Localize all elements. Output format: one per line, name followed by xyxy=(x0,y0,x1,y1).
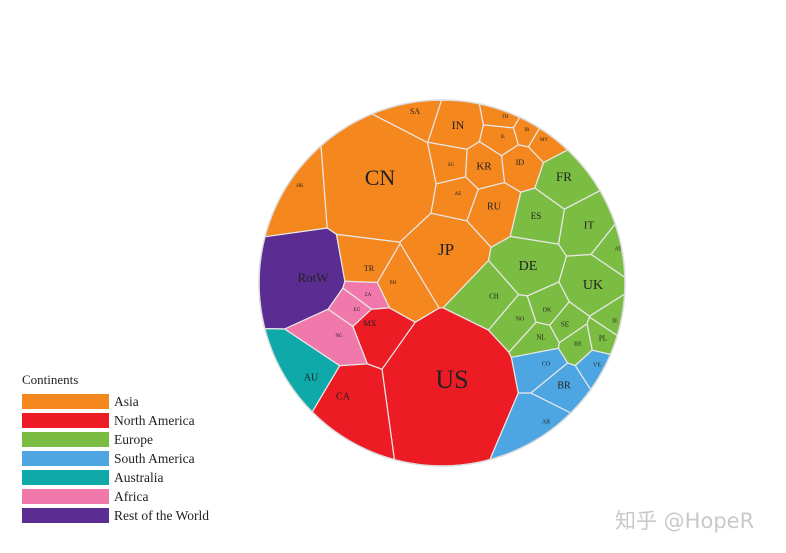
cell-label-ar: AR xyxy=(542,419,550,425)
legend-items: Asia North America Europe South America Aust… xyxy=(22,392,209,525)
legend-label: North America xyxy=(114,412,195,428)
cell-label-mx: MX xyxy=(364,319,377,328)
cell-label-il: IL xyxy=(501,135,506,140)
cell-label-sg: SG xyxy=(448,163,455,168)
cell-label-se: SE xyxy=(561,321,569,329)
legend-swatch xyxy=(22,451,109,466)
legend-swatch xyxy=(22,489,109,504)
legend-label: Africa xyxy=(114,488,149,504)
legend-title: Continents xyxy=(22,372,79,387)
cell-label-th: TH xyxy=(502,115,509,120)
cell-label-cn: CN xyxy=(365,165,396,190)
cell-label-nl: NL xyxy=(536,334,545,342)
cell-label-kr: KR xyxy=(476,161,492,173)
legend-item-asia: Asia xyxy=(22,392,209,411)
legend-item-rest-of-the-world: Rest of the World xyxy=(22,506,209,525)
legend-item-south-america: South America xyxy=(22,449,209,468)
legend-label: Australia xyxy=(114,469,164,485)
cell-label-hk: HK xyxy=(296,184,304,189)
legend-swatch xyxy=(22,394,109,409)
cell-label-id: ID xyxy=(516,158,525,167)
cell-label-ir: IR xyxy=(525,128,531,133)
cell-label-uk: UK xyxy=(583,278,603,293)
cell-ng xyxy=(283,308,369,367)
cell-no xyxy=(487,293,537,354)
legend-label: Europe xyxy=(114,431,153,447)
cell-sg xyxy=(426,141,468,185)
legend-item-africa: Africa xyxy=(22,487,209,506)
legend-label: Asia xyxy=(114,393,139,409)
cell-label-it: IT xyxy=(584,220,595,232)
chart-outline xyxy=(258,99,626,467)
cell-label-au: AU xyxy=(304,372,319,383)
cell-dk xyxy=(526,281,570,326)
cell-ae xyxy=(430,176,479,222)
cell-il xyxy=(478,124,520,157)
cell-co xyxy=(510,347,569,394)
cell-label-ve: VE xyxy=(593,362,601,368)
cell-label-es: ES xyxy=(531,211,542,221)
cell-label-dk: DK xyxy=(543,307,552,313)
cell-label-co: CO xyxy=(542,361,551,367)
labels-layer: US CN JP DE UK FR IN RotW KR IT BR RU CA AU ES ID SA TR MX… xyxy=(296,107,622,426)
legend-swatch xyxy=(22,470,109,485)
cell-label-ca: CA xyxy=(336,391,351,402)
cell-label-de: DE xyxy=(519,259,538,274)
legend-swatch xyxy=(22,432,109,447)
cell-label-ru: RU xyxy=(487,201,502,212)
cell-label-no: NO xyxy=(516,316,525,322)
cell-label-ch: CH xyxy=(489,293,499,301)
legend-swatch xyxy=(22,413,109,428)
cell-label-za: ZA xyxy=(365,293,372,298)
cell-hk xyxy=(264,144,328,238)
legend-item-europe: Europe xyxy=(22,430,209,449)
cell-label-in: IN xyxy=(452,118,465,132)
cell-label-my: MY xyxy=(540,138,548,143)
legend-item-north-america: North America xyxy=(22,411,209,430)
cell-label-us: US xyxy=(435,365,468,394)
cell-label-br: BR xyxy=(557,380,571,391)
cell-label-fr: FR xyxy=(556,169,572,184)
cell-label-tr: TR xyxy=(364,264,375,273)
legend-label: South America xyxy=(114,450,195,466)
legend: Continents Asia North America Europe South … xyxy=(22,372,209,525)
cell-label-jp: JP xyxy=(438,240,454,259)
cell-label-at: AT xyxy=(614,246,622,252)
legend-item-australia: Australia xyxy=(22,468,209,487)
cell-ph xyxy=(376,242,440,323)
cell-label-ie: IE xyxy=(612,318,618,324)
cell-label-ph: PH xyxy=(390,281,397,286)
cell-th xyxy=(478,103,521,129)
cell-label-rotw: RotW xyxy=(297,270,329,285)
cell-label-ae: AE xyxy=(455,192,462,197)
cells-layer xyxy=(258,99,626,467)
legend-swatch xyxy=(22,508,109,523)
cell-label-ng: NG xyxy=(335,334,343,339)
legend-label: Rest of the World xyxy=(114,507,210,523)
cell-label-eg: EG xyxy=(354,308,361,313)
cell-label-be: BE xyxy=(574,341,582,347)
watermark: 知乎 @HopeR xyxy=(615,509,755,533)
cell-label-sa: SA xyxy=(410,107,420,116)
cell-label-pl: PL xyxy=(599,335,607,343)
